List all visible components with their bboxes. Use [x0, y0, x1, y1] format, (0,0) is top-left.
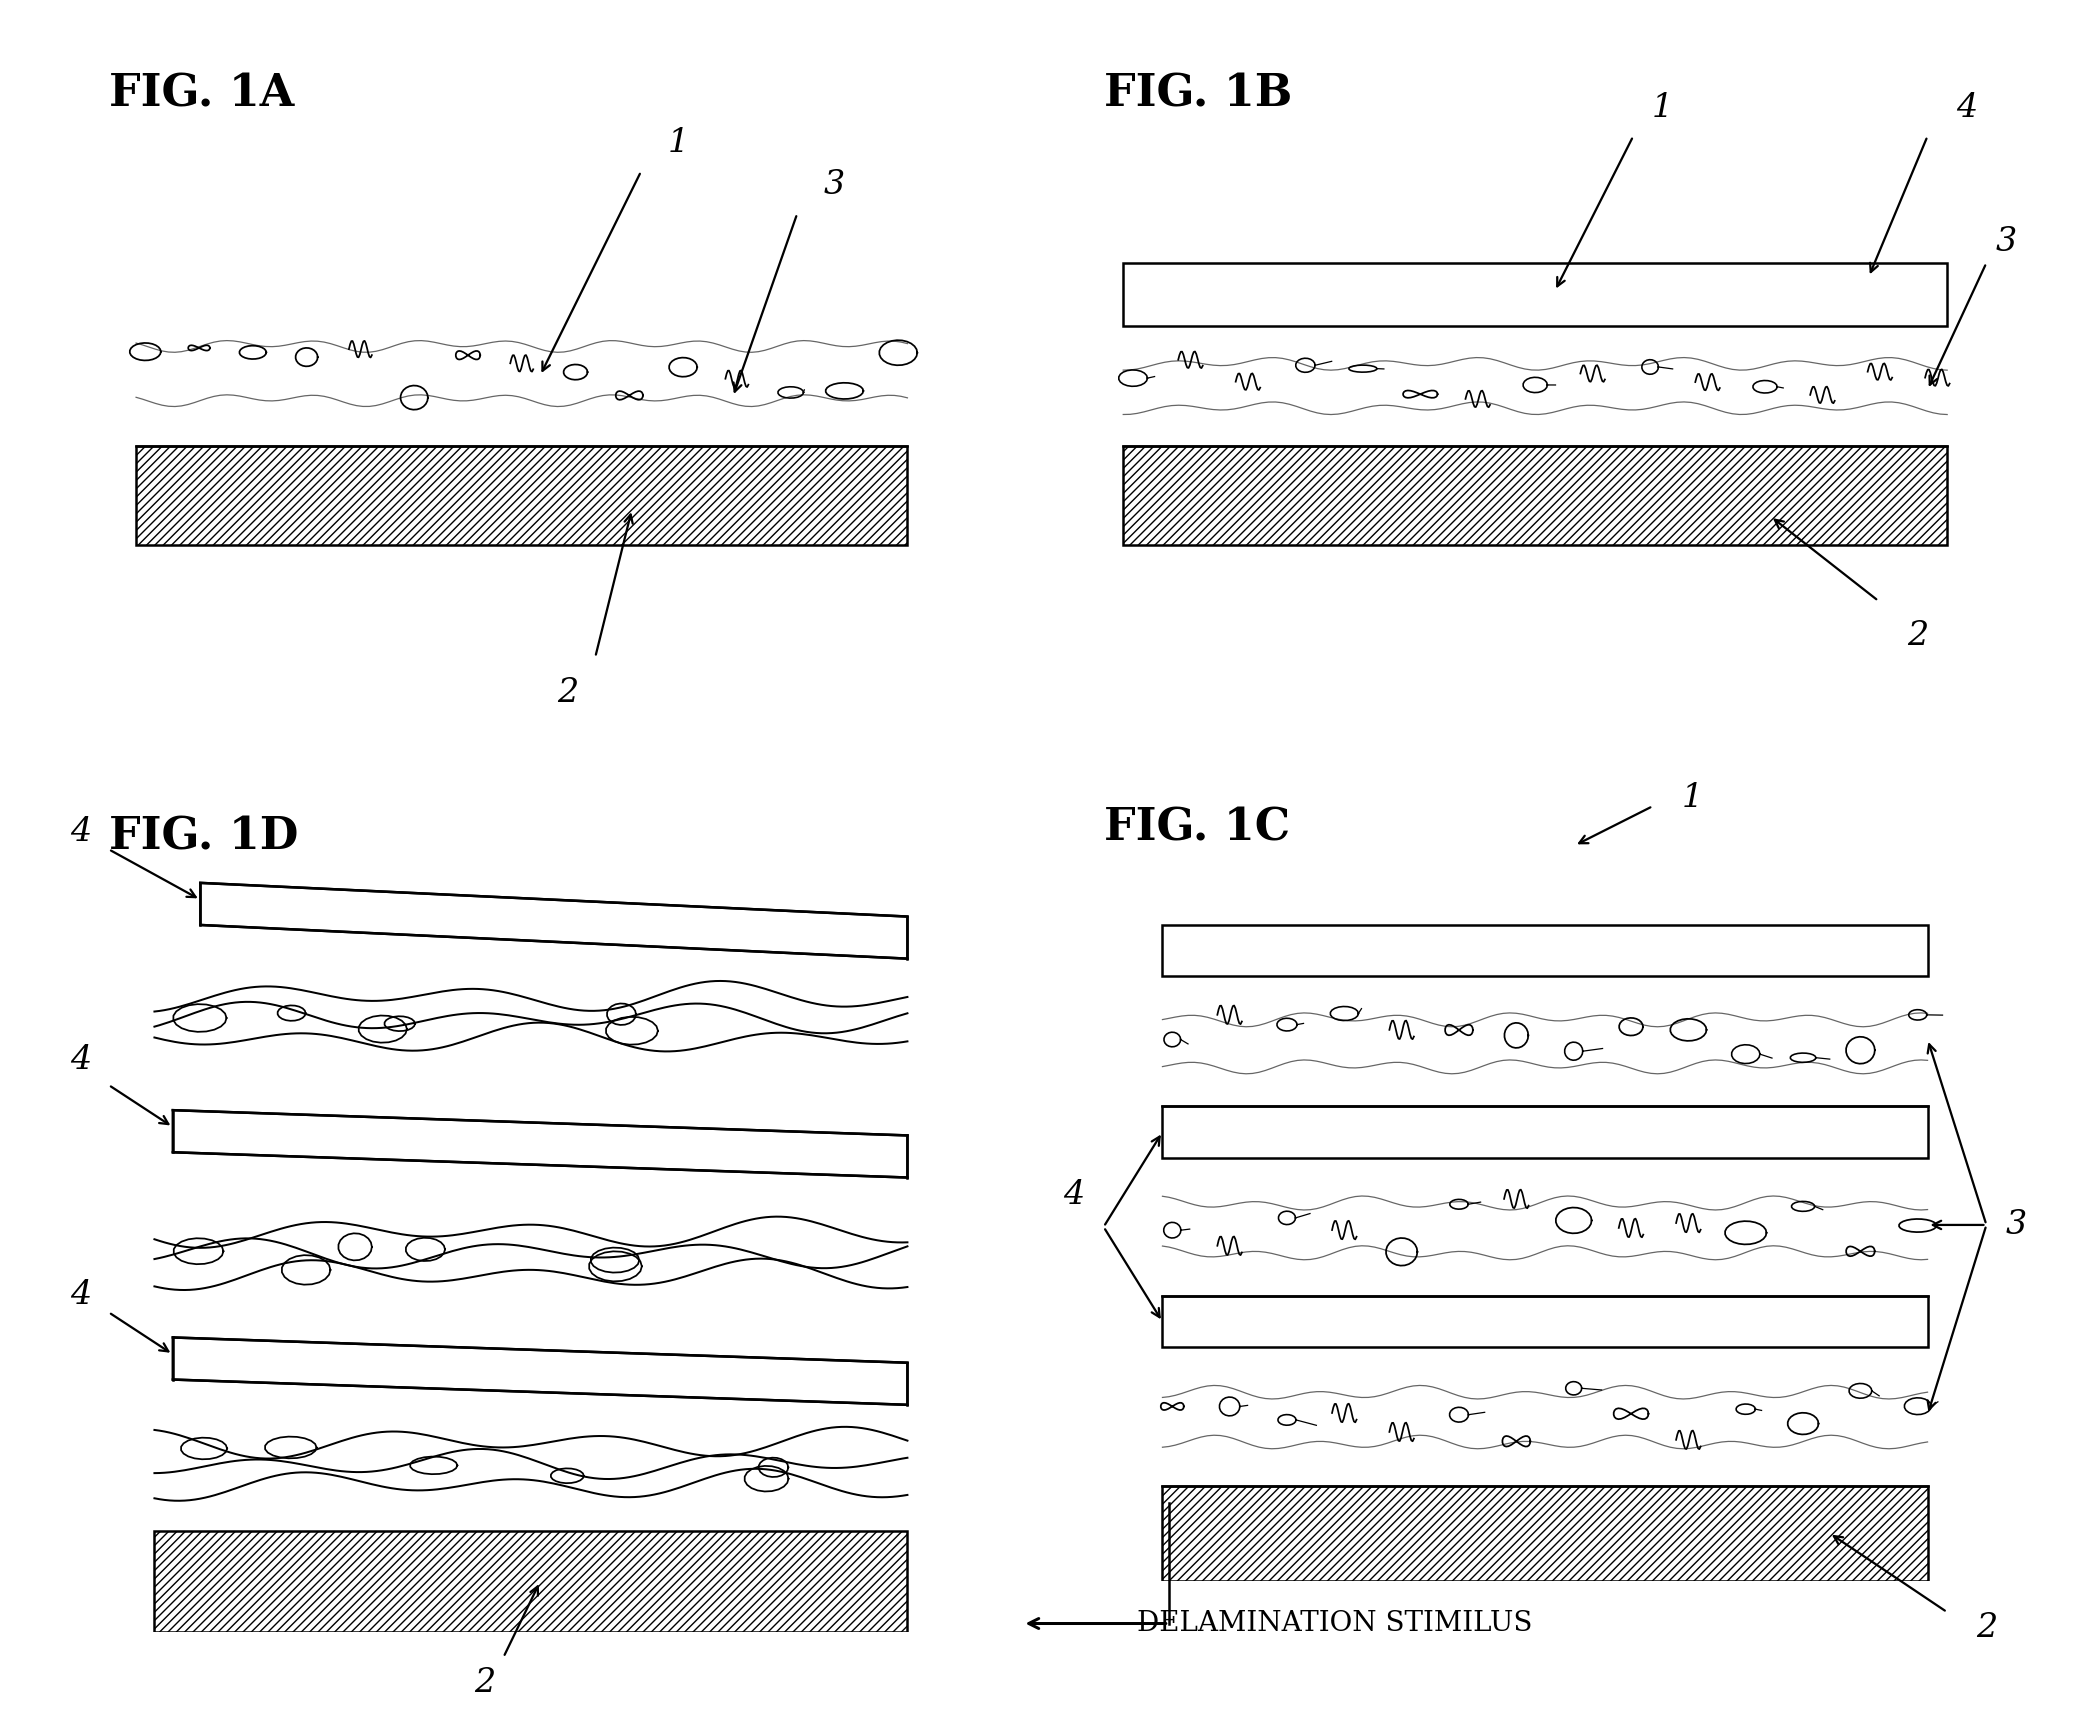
Text: FIG. 1D: FIG. 1D — [109, 816, 298, 859]
Polygon shape — [200, 883, 908, 959]
Text: 3: 3 — [2006, 1209, 2026, 1240]
Bar — [154, 1531, 908, 1632]
Text: FIG. 1B: FIG. 1B — [1104, 72, 1292, 115]
Bar — [136, 447, 908, 545]
Text: 2: 2 — [557, 677, 578, 708]
Bar — [1123, 263, 1947, 326]
Polygon shape — [173, 1337, 908, 1405]
Bar — [1162, 1295, 1928, 1347]
Text: 4: 4 — [71, 1043, 92, 1075]
Text: 2: 2 — [1976, 1611, 1997, 1644]
Text: 3: 3 — [1995, 225, 2016, 258]
Text: 2: 2 — [1908, 620, 1928, 653]
Text: FIG. 1A: FIG. 1A — [109, 72, 294, 115]
Polygon shape — [173, 1110, 908, 1177]
Text: 1: 1 — [668, 127, 689, 160]
Text: 4: 4 — [1956, 91, 1976, 124]
Text: 4: 4 — [71, 1280, 92, 1311]
Bar — [1162, 1106, 1928, 1158]
Text: 4: 4 — [1064, 1179, 1085, 1211]
Text: 2: 2 — [474, 1666, 495, 1699]
Text: FIG. 1C: FIG. 1C — [1104, 806, 1290, 849]
Text: 1: 1 — [1682, 782, 1703, 814]
Text: 4: 4 — [71, 816, 92, 849]
Text: 3: 3 — [824, 170, 845, 201]
Text: DELAMINATION STIMILUS: DELAMINATION STIMILUS — [1137, 1610, 1532, 1637]
Bar — [1162, 924, 1928, 976]
Text: 1: 1 — [1653, 91, 1674, 124]
Bar — [1123, 447, 1947, 545]
Bar — [1162, 1486, 1928, 1581]
